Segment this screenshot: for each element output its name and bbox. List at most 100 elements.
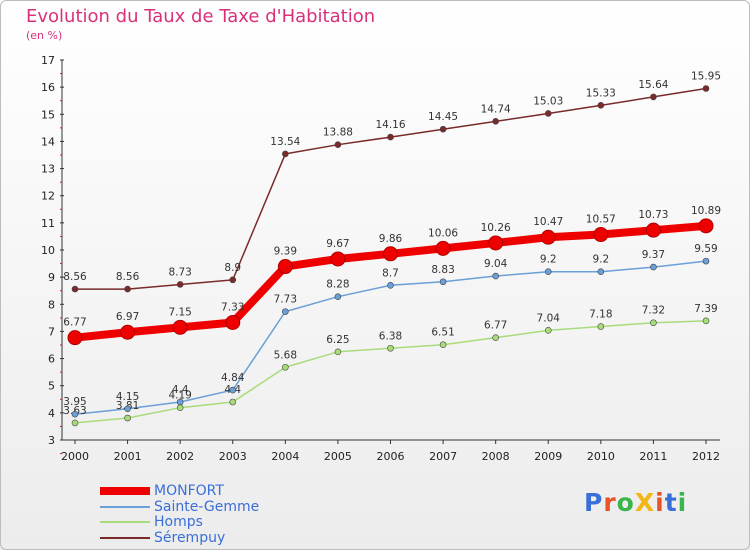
legend-label-sainte-gemme: Sainte-Gemme: [154, 498, 260, 515]
data-label: 8.56: [63, 271, 87, 283]
data-label: 9.37: [642, 249, 665, 261]
data-label: 13.88: [323, 127, 353, 139]
logo-letter: P: [584, 488, 604, 517]
data-label: 7.04: [537, 312, 561, 324]
logo-letter: i: [677, 488, 688, 517]
legend-swatch-sainte-gemme: [100, 505, 150, 508]
data-label: 9.04: [484, 258, 508, 270]
data-point: [229, 386, 237, 394]
data-point: [492, 334, 499, 341]
data-point: [698, 218, 714, 234]
x-tick-label: 2008: [482, 450, 510, 463]
data-point: [71, 419, 79, 427]
data-point: [282, 308, 289, 315]
chart-subtitle: (en %): [26, 29, 63, 42]
data-label: 10.89: [691, 205, 721, 217]
data-point: [597, 102, 605, 109]
data-label: 7.33: [221, 301, 244, 313]
data-label: 8.7: [382, 267, 399, 279]
data-label: 10.47: [533, 216, 563, 228]
data-label: 9.39: [274, 246, 297, 258]
y-tick-label: 14: [41, 135, 55, 148]
data-point: [67, 330, 83, 346]
data-label: 6.38: [379, 330, 402, 342]
data-point: [124, 405, 131, 413]
data-point: [650, 319, 657, 327]
data-point: [439, 278, 447, 286]
data-label: 7.18: [589, 309, 612, 321]
data-label: 13.54: [270, 136, 300, 148]
data-point: [120, 324, 136, 340]
data-label: 8.28: [326, 279, 349, 291]
data-point: [330, 251, 346, 267]
data-point: [597, 323, 605, 330]
data-point: [277, 259, 293, 275]
x-tick-label: 2007: [429, 450, 457, 463]
data-label: 6.25: [326, 334, 349, 346]
x-tick-label: 2003: [219, 450, 247, 463]
data-label: 7.39: [694, 303, 717, 315]
data-label: 6.97: [116, 311, 139, 323]
data-point: [334, 141, 342, 148]
data-label: 15.95: [691, 71, 721, 83]
logo-letter: o: [616, 488, 635, 517]
data-label: 10.73: [638, 209, 668, 221]
data-label: 9.86: [379, 233, 403, 245]
data-point: [435, 240, 451, 256]
data-point: [387, 133, 394, 141]
data-label: 15.03: [533, 95, 563, 107]
x-tick-label: 2012: [692, 450, 720, 463]
data-point: [492, 118, 499, 125]
data-point: [650, 93, 657, 101]
data-point: [387, 344, 394, 352]
data-point: [229, 276, 237, 284]
logo-letter: r: [603, 488, 617, 517]
y-tick-label: 4: [48, 407, 55, 420]
data-label: 8.83: [431, 264, 454, 276]
data-label: 10.26: [481, 222, 511, 234]
legend-label-monfort: MONFORT: [154, 483, 224, 499]
data-point: [282, 150, 289, 158]
data-point: [71, 410, 79, 418]
y-tick-label: 9: [48, 271, 55, 284]
y-tick-label: 3: [48, 434, 55, 447]
data-point: [334, 293, 342, 300]
data-label: 4.15: [116, 391, 139, 403]
data-label: 7.73: [274, 294, 297, 306]
data-label: 9.2: [540, 254, 557, 266]
data-label: 4.84: [221, 372, 245, 384]
data-label: 15.64: [638, 79, 668, 91]
data-label: 6.77: [484, 320, 507, 332]
data-point: [176, 404, 184, 412]
legend-swatch-homps: [100, 521, 150, 523]
data-point: [71, 285, 79, 293]
y-tick-label: 10: [41, 244, 55, 257]
y-tick-label: 16: [41, 81, 55, 94]
data-label: 7.32: [642, 305, 665, 317]
data-label: 6.77: [63, 317, 86, 329]
data-label: 9.59: [694, 243, 717, 255]
data-label: 4.19: [168, 390, 191, 402]
x-tick-label: 2005: [324, 450, 352, 463]
data-point: [439, 125, 447, 133]
data-point: [702, 257, 710, 265]
y-tick-label: 12: [41, 190, 55, 203]
data-point: [229, 398, 237, 406]
data-label: 9.2: [592, 254, 609, 266]
data-point: [383, 246, 398, 262]
data-point: [544, 110, 552, 117]
data-point: [488, 235, 504, 251]
data-point: [540, 229, 556, 245]
data-point: [172, 319, 188, 335]
data-point: [593, 227, 609, 243]
data-point: [439, 341, 447, 349]
data-point: [124, 285, 131, 293]
x-tick-label: 2000: [61, 450, 89, 463]
y-tick-label: 15: [41, 108, 55, 121]
data-label: 14.45: [428, 111, 458, 123]
data-label: 14.74: [481, 103, 511, 115]
y-tick-label: 11: [41, 217, 55, 230]
data-label: 8.9: [224, 262, 241, 274]
legend-label-serempuy: Sérempuy: [154, 529, 226, 546]
